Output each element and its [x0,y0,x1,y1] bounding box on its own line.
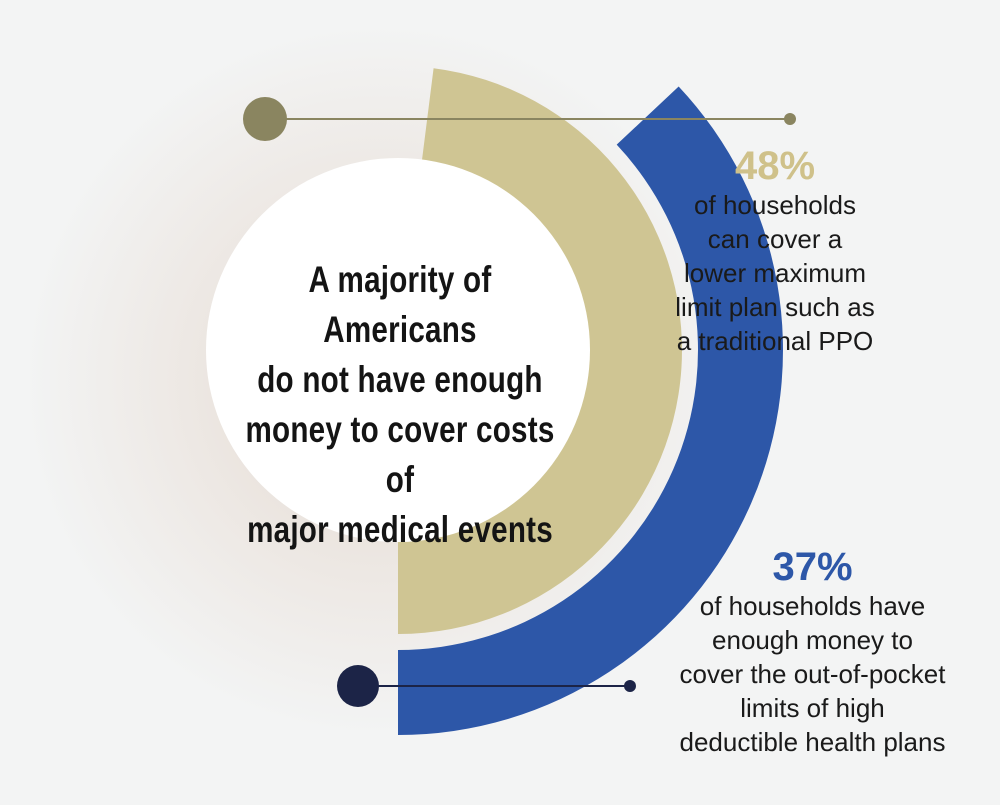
endpoint-48 [784,113,796,125]
chart-title: A majority of Americans do not have enou… [244,255,556,555]
arc-tan-48 [398,68,682,635]
description-48: of households can cover a lower maximum … [675,190,875,356]
arc-blue-37 [398,86,783,735]
annotation-37: 37% of households have enough money to c… [640,545,985,759]
value-label-37: 37% [772,545,853,589]
marker-48 [243,97,287,141]
annotation-48: 48% of households can cover a lower maxi… [640,144,910,358]
center-circle [206,158,590,542]
value-label-48: 48% [734,144,816,188]
chart-title-text: A majority of Americans do not have enou… [245,259,555,550]
endpoint-37 [624,680,636,692]
description-37: of households have enough money to cover… [679,591,946,757]
marker-37 [337,665,379,707]
